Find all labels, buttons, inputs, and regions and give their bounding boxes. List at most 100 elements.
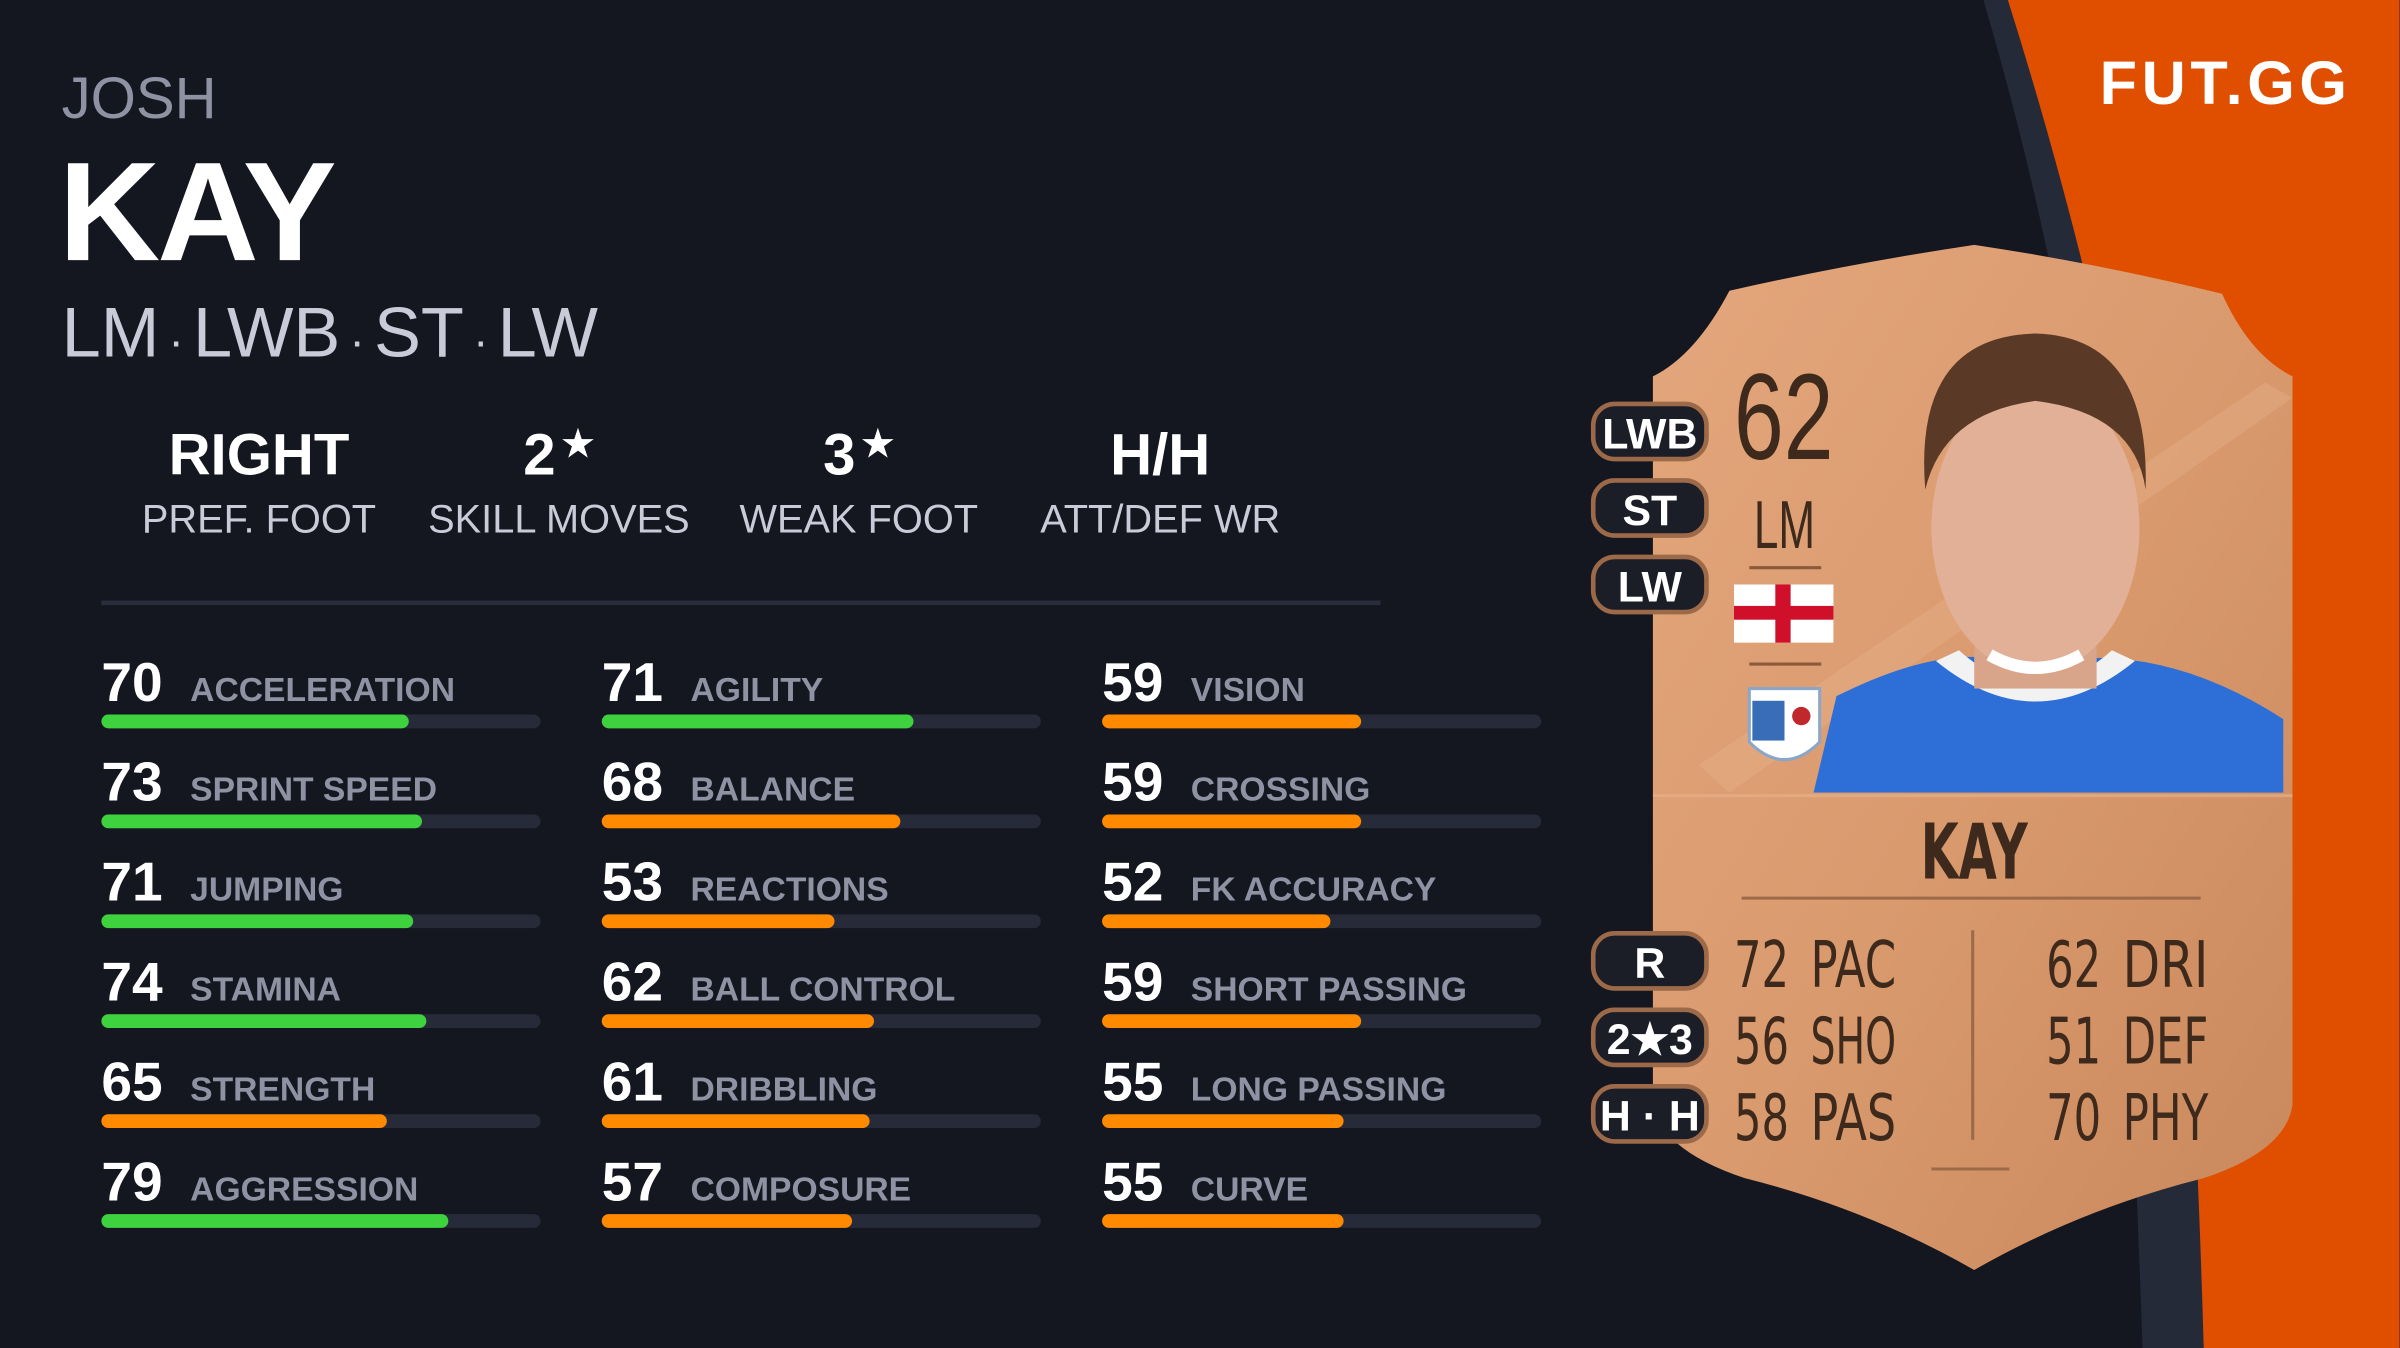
- stat-bar-fill: [1102, 1214, 1344, 1228]
- stat-row: 65 STRENGTH: [101, 1050, 541, 1128]
- svg-text:SKILL MOVES: SKILL MOVES: [428, 497, 690, 541]
- stat-bar-fill: [1102, 1114, 1344, 1128]
- stat-value: 59: [1102, 751, 1163, 813]
- stat-value: 57: [602, 1150, 663, 1212]
- stat-row: 79 AGGRESSION: [101, 1150, 541, 1228]
- player-card[interactable]: 62 LM KAY 72 PAC 56 SHO 58 PAS 62 DRI 51 DEF 70 PHY…: [1590, 244, 2293, 1270]
- stat-value: 71: [101, 851, 162, 913]
- pill-work-rate: H · H: [1590, 1084, 1709, 1144]
- stat-bar-fill: [101, 714, 409, 729]
- pill-label: R: [1634, 940, 1665, 988]
- stat-row: 59 SHORT PASSING: [1102, 951, 1542, 1029]
- card-side-pills: LWB ST LW R 2★3 H · H: [1590, 401, 1709, 1144]
- position: ST: [374, 293, 464, 372]
- stat-row: 61 DRIBBLING: [601, 1050, 1041, 1128]
- stat-value: 61: [602, 1050, 663, 1112]
- stat-label: REACTIONS: [690, 872, 888, 909]
- stat-label: FK ACCURACY: [1191, 872, 1437, 909]
- pill-foot: R: [1590, 931, 1709, 991]
- stat-value: 68: [602, 751, 663, 813]
- player-last-name: KAY: [59, 133, 335, 290]
- stat-bar-fill: [601, 714, 914, 729]
- position: LW: [498, 293, 599, 372]
- pill-label: H · H: [1600, 1093, 1700, 1141]
- stat-row: 70 ACCELERATION: [101, 651, 541, 729]
- info-pref-foot: RIGHT PREF. FOOT: [142, 422, 376, 541]
- card-stat-value: 56: [1734, 1004, 1789, 1079]
- stat-row: 55 LONG PASSING: [1102, 1050, 1542, 1128]
- pill-alt-position: LW: [1590, 554, 1709, 615]
- player-positions: LM · LWB · ST · LW: [62, 293, 599, 372]
- stat-value: 73: [101, 751, 162, 813]
- svg-text:RIGHT: RIGHT: [169, 422, 350, 487]
- stat-value: 55: [1102, 1050, 1163, 1112]
- pill-label: ST: [1622, 487, 1677, 535]
- pill-alt-position: ST: [1590, 478, 1709, 538]
- stat-label: JUMPING: [190, 872, 343, 909]
- stat-bar-fill: [1102, 714, 1362, 729]
- england-flag-icon: [1733, 584, 1834, 643]
- stats-grid: 70 ACCELERATION 73 SPRINT SPEED 71 JUMPING 74 S…: [101, 651, 1542, 1228]
- stat-row: 71 AGILITY: [601, 651, 1041, 729]
- stat-row: 52 FK ACCURACY: [1102, 851, 1542, 929]
- star-icon: ★: [862, 423, 895, 464]
- stat-bar-fill: [601, 814, 901, 829]
- card-player-name: KAY: [1921, 808, 2029, 897]
- stat-label: STRENGTH: [190, 1071, 375, 1108]
- stat-label: CURVE: [1191, 1171, 1308, 1208]
- position: LM: [62, 293, 160, 372]
- stat-value: 53: [602, 851, 663, 913]
- stat-bar-fill: [101, 1114, 387, 1128]
- stat-value: 65: [101, 1050, 162, 1112]
- svg-text:WEAK FOOT: WEAK FOOT: [739, 497, 978, 541]
- stat-bar-fill: [601, 1114, 870, 1128]
- stat-label: AGILITY: [690, 672, 823, 709]
- stat-value: 52: [1102, 851, 1163, 913]
- pill-label: LWB: [1602, 410, 1697, 458]
- card-stat-value: 51: [2046, 1004, 2101, 1079]
- stat-bar-fill: [101, 1214, 449, 1228]
- player-first-name: JOSH: [62, 66, 217, 131]
- card-stat-label: DRI: [2123, 928, 2209, 1003]
- card-stat-value: 70: [2046, 1081, 2101, 1156]
- stat-bar-fill: [1102, 914, 1331, 929]
- stat-label: SHORT PASSING: [1191, 972, 1467, 1009]
- stat-value: 55: [1102, 1150, 1163, 1212]
- stat-label: AGGRESSION: [190, 1171, 418, 1208]
- club-badge-icon: [1747, 687, 1822, 762]
- card-stat-label: PAS: [1811, 1081, 1897, 1156]
- stat-label: ACCELERATION: [190, 672, 455, 709]
- stat-bar-fill: [601, 914, 835, 929]
- svg-text:H/H: H/H: [1110, 422, 1210, 487]
- svg-text:PREF. FOOT: PREF. FOOT: [142, 497, 376, 541]
- card-stat-value: 62: [2046, 928, 2101, 1003]
- stat-label: STAMINA: [190, 972, 341, 1009]
- card-position: LM: [1754, 488, 1815, 563]
- star-icon: ★: [562, 423, 595, 464]
- stat-label: SPRINT SPEED: [190, 772, 437, 809]
- card-stat-value: 72: [1734, 928, 1789, 1003]
- pill-label: LW: [1618, 563, 1683, 611]
- pill-alt-position: LWB: [1590, 401, 1709, 462]
- stat-bar-fill: [101, 814, 422, 829]
- svg-text:ATT/DEF WR: ATT/DEF WR: [1040, 497, 1280, 541]
- card-stat-label: SHO: [1811, 1004, 1897, 1079]
- stat-bar-fill: [1102, 814, 1362, 829]
- card-stat-label: DEF: [2123, 1004, 2209, 1079]
- stat-row: 74 STAMINA: [101, 951, 541, 1029]
- stat-row: 71 JUMPING: [101, 851, 541, 929]
- svg-text:2★: 2 ★: [523, 422, 594, 487]
- stat-label: DRIBBLING: [690, 1071, 877, 1108]
- stat-bar-fill: [601, 1014, 875, 1029]
- stat-row: 59 VISION: [1102, 651, 1542, 729]
- stat-bar-fill: [101, 1014, 427, 1029]
- card-stat-label: PAC: [1811, 928, 1897, 1003]
- stat-label: VISION: [1191, 672, 1305, 709]
- card-stat-label: PHY: [2123, 1081, 2209, 1156]
- pill-skill-weak: 2★3: [1590, 1007, 1709, 1068]
- fut-gg-logo[interactable]: FUT.GG: [2100, 49, 2352, 117]
- stat-label: BALL CONTROL: [690, 972, 955, 1009]
- card-rating: 62: [1734, 348, 1833, 485]
- stat-bar-fill: [1102, 1014, 1362, 1029]
